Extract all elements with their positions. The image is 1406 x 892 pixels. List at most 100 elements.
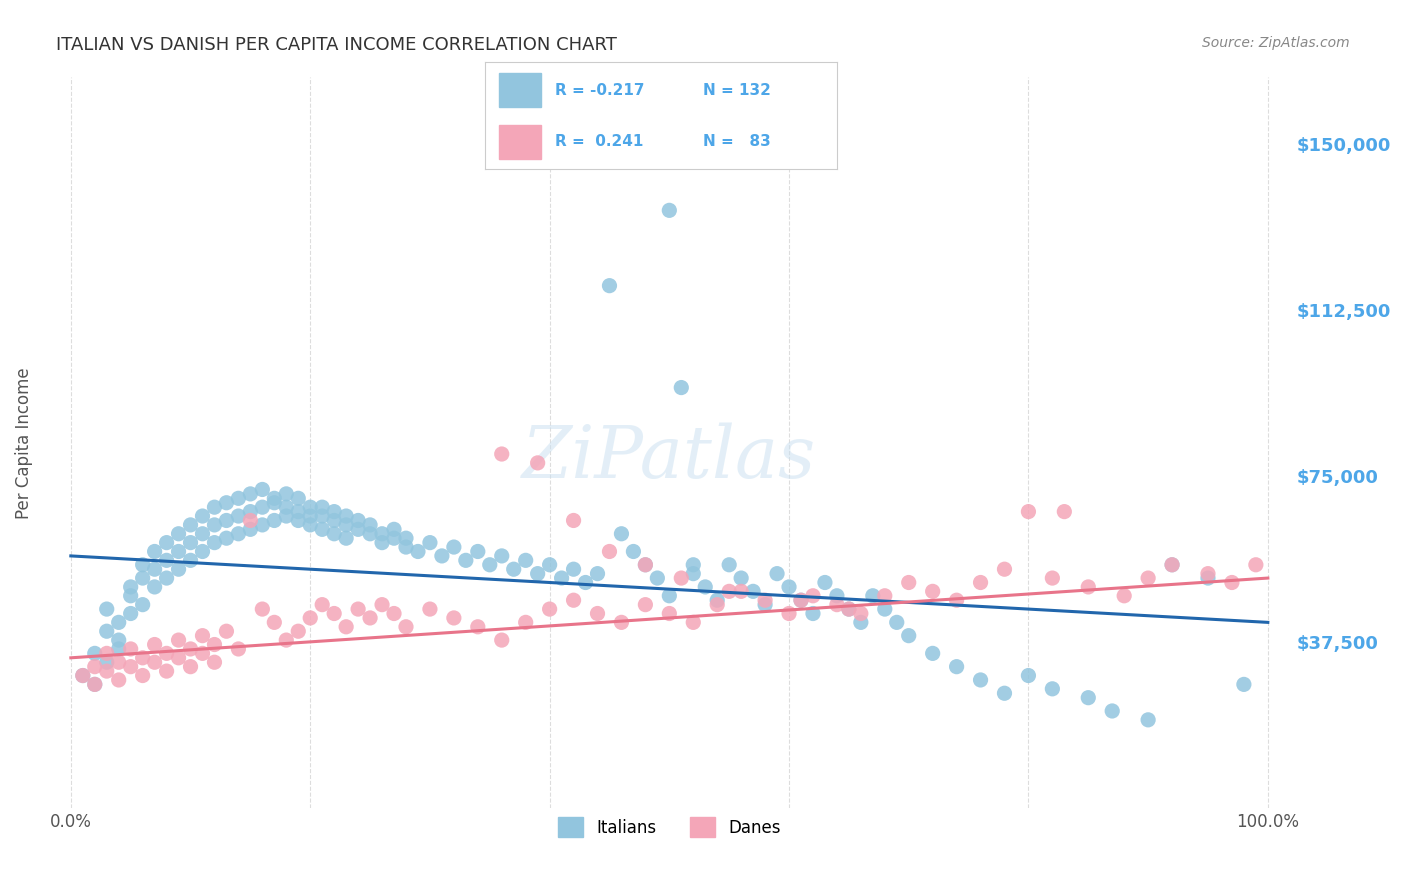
Point <box>838 602 860 616</box>
Point <box>155 571 177 585</box>
Point <box>1040 571 1063 585</box>
Point <box>1017 668 1039 682</box>
Point <box>598 544 620 558</box>
Point <box>131 668 153 682</box>
Point <box>562 562 585 576</box>
Point <box>1161 558 1184 572</box>
Text: N =   83: N = 83 <box>703 134 770 149</box>
Point <box>276 509 298 524</box>
Point <box>143 562 166 576</box>
Y-axis label: Per Capita Income: Per Capita Income <box>15 368 32 519</box>
Point <box>778 580 800 594</box>
Point <box>1161 558 1184 572</box>
Point <box>634 558 657 572</box>
Point <box>730 584 752 599</box>
Text: R = -0.217: R = -0.217 <box>555 83 645 98</box>
Point <box>634 558 657 572</box>
Point <box>143 638 166 652</box>
Text: R =  0.241: R = 0.241 <box>555 134 644 149</box>
Point <box>897 629 920 643</box>
Point <box>180 659 202 673</box>
Point <box>825 598 848 612</box>
Point <box>814 575 837 590</box>
Point <box>550 571 572 585</box>
Point <box>371 526 394 541</box>
Point <box>658 589 681 603</box>
Point <box>1040 681 1063 696</box>
Point <box>562 513 585 527</box>
Point <box>204 500 226 515</box>
Point <box>263 496 285 510</box>
Point <box>96 655 118 669</box>
Point <box>1137 713 1160 727</box>
Point <box>83 659 105 673</box>
Point <box>754 598 776 612</box>
Point <box>634 598 657 612</box>
Point <box>491 447 513 461</box>
Point <box>323 505 346 519</box>
Point <box>718 584 741 599</box>
Point <box>742 584 765 599</box>
Point <box>204 638 226 652</box>
Point <box>790 593 813 607</box>
Point <box>1114 589 1136 603</box>
Point <box>478 558 501 572</box>
Point <box>155 646 177 660</box>
Point <box>969 673 991 687</box>
Point <box>443 611 465 625</box>
Point <box>96 602 118 616</box>
Point <box>167 633 190 648</box>
Point <box>538 558 561 572</box>
Point <box>239 513 262 527</box>
Point <box>574 575 596 590</box>
Point <box>155 535 177 549</box>
Point <box>335 620 357 634</box>
Point <box>263 513 285 527</box>
Point <box>526 566 548 581</box>
Point <box>538 602 561 616</box>
Point <box>107 655 129 669</box>
Point <box>1017 505 1039 519</box>
Point <box>526 456 548 470</box>
Point <box>610 615 633 630</box>
Point <box>1137 571 1160 585</box>
Point <box>730 571 752 585</box>
Point <box>120 659 142 673</box>
Point <box>276 633 298 648</box>
Point <box>252 483 274 497</box>
Point <box>586 566 609 581</box>
Point <box>515 553 537 567</box>
Point <box>107 633 129 648</box>
Point <box>72 668 94 682</box>
Point <box>347 513 370 527</box>
Bar <box>499 125 541 159</box>
Point <box>252 517 274 532</box>
Point <box>131 650 153 665</box>
Point <box>610 526 633 541</box>
Point <box>276 487 298 501</box>
Point <box>790 593 813 607</box>
Point <box>406 544 429 558</box>
Point <box>671 380 693 394</box>
Point <box>143 544 166 558</box>
Point <box>359 526 381 541</box>
Point <box>921 584 943 599</box>
Point <box>849 615 872 630</box>
Point <box>191 509 214 524</box>
Point <box>107 615 129 630</box>
Point <box>239 487 262 501</box>
Point <box>1077 580 1099 594</box>
Point <box>323 607 346 621</box>
Text: N = 132: N = 132 <box>703 83 770 98</box>
Point <box>335 509 357 524</box>
Point <box>239 505 262 519</box>
Bar <box>499 73 541 107</box>
Point <box>228 642 250 657</box>
Point <box>155 664 177 678</box>
Point <box>347 522 370 536</box>
Point <box>191 646 214 660</box>
Point <box>215 496 238 510</box>
Point <box>382 522 405 536</box>
Point <box>299 500 322 515</box>
Point <box>72 668 94 682</box>
